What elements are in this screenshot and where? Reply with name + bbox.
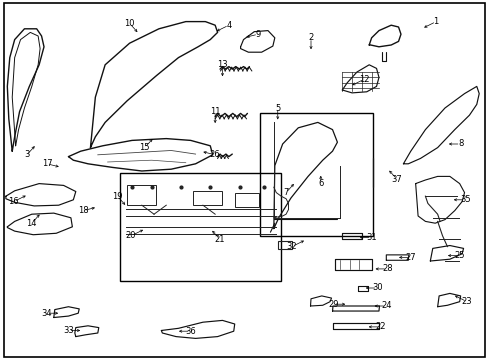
Text: 8: 8 (457, 139, 462, 148)
Text: 36: 36 (185, 327, 196, 336)
Text: 34: 34 (41, 309, 52, 318)
Text: 35: 35 (459, 195, 470, 204)
Text: 33: 33 (63, 326, 74, 335)
Text: 21: 21 (214, 235, 225, 244)
Text: 31: 31 (366, 233, 376, 242)
Text: 4: 4 (226, 21, 231, 30)
Bar (234, 193, 259, 207)
Text: 26: 26 (209, 150, 220, 159)
Text: 22: 22 (374, 323, 385, 331)
Text: 29: 29 (327, 300, 338, 309)
Bar (260, 113, 372, 236)
Text: 16: 16 (8, 197, 19, 206)
Text: 15: 15 (139, 143, 150, 152)
Text: 6: 6 (318, 179, 323, 188)
Text: 2: 2 (308, 33, 313, 42)
Text: 13: 13 (217, 60, 227, 69)
Text: 19: 19 (112, 192, 122, 201)
Text: 25: 25 (453, 251, 464, 260)
Bar (127, 185, 156, 205)
Bar (193, 191, 222, 205)
Text: 17: 17 (41, 159, 52, 168)
Text: 20: 20 (125, 231, 136, 240)
Text: 11: 11 (209, 107, 220, 116)
Text: 18: 18 (78, 206, 88, 215)
Text: 37: 37 (391, 175, 402, 184)
Text: 23: 23 (461, 297, 471, 306)
Text: 24: 24 (380, 302, 391, 310)
Text: 32: 32 (286, 242, 297, 251)
Text: 9: 9 (255, 30, 260, 39)
Text: 1: 1 (433, 17, 438, 26)
Text: 10: 10 (124, 19, 135, 28)
Text: 12: 12 (358, 75, 369, 84)
Text: 5: 5 (275, 104, 280, 112)
Text: 27: 27 (405, 253, 415, 262)
Bar (120, 173, 281, 281)
Text: 28: 28 (381, 264, 392, 274)
Text: 30: 30 (371, 284, 382, 292)
Text: 14: 14 (26, 219, 37, 228)
Bar (277, 241, 292, 249)
Text: 3: 3 (24, 150, 29, 159)
Text: 7: 7 (283, 188, 288, 197)
